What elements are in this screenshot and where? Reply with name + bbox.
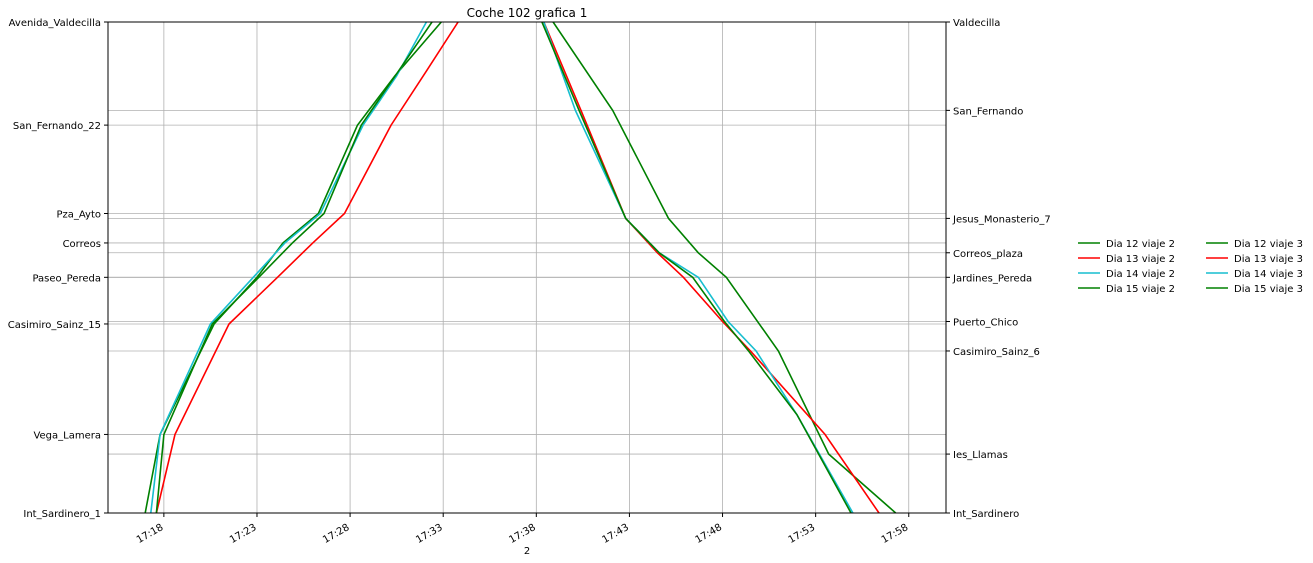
chart-title: Coche 102 grafica 1	[467, 6, 588, 20]
series-line-7	[543, 22, 854, 513]
y-right-tick-label: Int_Sardinero	[953, 509, 1019, 520]
y-right-tick-label: Jesus_Monasterio_7	[952, 214, 1051, 225]
series-line-3	[150, 22, 428, 513]
series-line-2	[155, 22, 459, 513]
y-right-tick-label: Casimiro_Sainz_6	[953, 347, 1040, 358]
x-axis-label: 2	[524, 546, 530, 557]
y-right-tick-label: Ies_Llamas	[953, 450, 1008, 461]
legend-label: Dia 15 viaje 2	[1106, 284, 1175, 295]
legend-label: Dia 14 viaje 2	[1106, 269, 1175, 280]
series-line-4	[155, 22, 433, 513]
plot-frame	[107, 21, 947, 514]
series-line-8	[541, 22, 852, 513]
series-line-1	[144, 22, 442, 513]
legend-label: Dia 13 viaje 2	[1106, 254, 1175, 265]
legend-label: Dia 14 viaje 3	[1234, 269, 1303, 280]
series-line-5	[552, 22, 897, 513]
y-left-tick-label: Pza_Ayto	[56, 209, 101, 220]
y-left-tick-label: Vega_Lamera	[33, 430, 101, 441]
y-left-tick-label: San_Fernando_22	[13, 121, 101, 132]
y-right-tick-label: Jardines_Pereda	[952, 273, 1032, 284]
y-right-tick-label: Puerto_Chico	[953, 318, 1018, 329]
y-left-tick-label: Correos	[63, 239, 101, 250]
y-left-tick-label: Casimiro_Sainz_15	[8, 320, 101, 331]
y-right-tick-label: San_Fernando	[953, 106, 1023, 117]
y-right-tick-label: Correos_plaza	[953, 249, 1023, 260]
legend-label: Dia 15 viaje 3	[1234, 284, 1303, 295]
y-left-tick-label: Avenida_Valdecilla	[9, 18, 101, 29]
legend-label: Dia 12 viaje 2	[1106, 239, 1175, 250]
legend-label: Dia 12 viaje 3	[1234, 239, 1303, 250]
series-line-6	[543, 22, 880, 513]
legend: Dia 12 viaje 2 Dia 13 viaje 2 Dia 14 viaje…	[1078, 239, 1303, 295]
y-left-tick-label: Int_Sardinero_1	[23, 509, 101, 520]
y-left-tick-label: Paseo_Pereda	[32, 273, 101, 284]
y-right-tick-label: Valdecilla	[953, 18, 1000, 29]
series-layer	[144, 22, 897, 513]
legend-label: Dia 13 viaje 3	[1234, 254, 1303, 265]
